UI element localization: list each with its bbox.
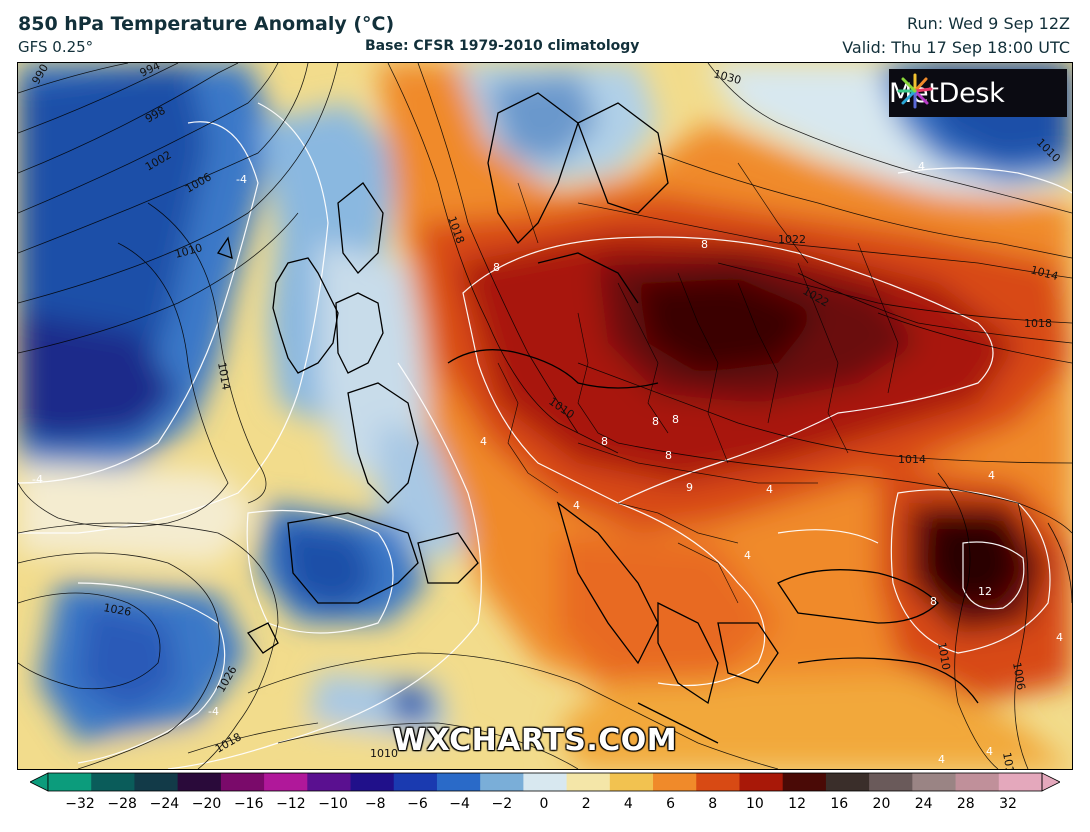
- model-label: GFS 0.25°: [18, 38, 94, 56]
- colorbar-tick-label: 8: [708, 796, 718, 812]
- anomaly-label: 8: [493, 261, 500, 274]
- colorbar-tick-label: 24: [914, 796, 933, 812]
- colorbar-max-arrow: [1041, 772, 1060, 792]
- colorbar-tick-label: 4: [623, 796, 633, 812]
- isobar-label: 1010: [935, 641, 953, 671]
- anomaly-label: 4: [986, 745, 993, 758]
- anomaly-label: 8: [665, 449, 672, 462]
- anomaly-label: 4: [988, 469, 995, 482]
- isobar-label: 1018: [1024, 317, 1052, 330]
- colorbar-cell: [869, 773, 913, 791]
- colorbar-cell: [955, 773, 1000, 791]
- isobar-label: 1022: [778, 233, 806, 246]
- colorbar-cell: [739, 773, 784, 791]
- colorbar-cell: [609, 773, 654, 791]
- metdesk-logo-icon: [897, 73, 933, 109]
- anomaly-labels: -4 -4 8 8 8 8 8 8 9 4 4 4 4 4 4 8 12 -4 …: [32, 160, 1063, 766]
- colorbar-cell: [653, 773, 697, 791]
- colorbar-cell: [134, 773, 179, 791]
- isobar-label: 1010: [370, 747, 398, 760]
- climatology-base-label: Base: CFSR 1979-2010 climatology: [365, 38, 640, 54]
- map-title: 850 hPa Temperature Anomaly (°C): [18, 13, 395, 35]
- colorbar-tick-label: −2: [491, 796, 513, 812]
- isobar-label: 1006: [1010, 661, 1028, 691]
- colorbar-tick-label: 10: [745, 796, 764, 812]
- colorbar-cell: [220, 773, 265, 791]
- anomaly-label: 9: [686, 481, 693, 494]
- colorbar-tick-label: −16: [233, 796, 264, 812]
- run-time-label: Run: Wed 9 Sep 12Z: [907, 14, 1070, 33]
- colorbar-tick-label: −24: [149, 796, 180, 812]
- colorbar-tick-label: −8: [364, 796, 386, 812]
- wxcharts-watermark: WXCHARTS.COM: [393, 723, 678, 758]
- colorbar-tick-label: 0: [539, 796, 549, 812]
- anomaly-label: 12: [978, 585, 992, 598]
- colorbar-cell: [48, 773, 92, 791]
- colorbar-ticks: −32 −28 −24 −20 −16 −12 −10 −8 −6 −4 −2 0 2 4 6 8 10 12 16…: [0, 796, 1090, 820]
- anomaly-label: 4: [1056, 631, 1063, 644]
- colorbar-cell: [566, 773, 611, 791]
- anomaly-field: [18, 63, 1072, 769]
- anomaly-label: -4: [208, 705, 219, 718]
- colorbar-cell: [825, 773, 870, 791]
- anomaly-label: 8: [652, 415, 659, 428]
- anomaly-label: 4: [573, 499, 580, 512]
- colorbar-tick-label: 16: [830, 796, 849, 812]
- isobar-label: 1014: [215, 361, 233, 391]
- isobars: [18, 63, 1072, 769]
- colorbar-cell: [998, 773, 1043, 791]
- colorbar-cell: [480, 773, 524, 791]
- anomaly-label: 8: [672, 413, 679, 426]
- anomaly-label: 4: [744, 549, 751, 562]
- colorbar-tick-label: −4: [449, 796, 470, 812]
- isobar-label: 1026: [102, 601, 132, 619]
- colorbar-tick-label: 20: [872, 796, 891, 812]
- colorbar-cell: [91, 773, 136, 791]
- anomaly-label: 8: [701, 238, 708, 251]
- colorbar-tick-label: −20: [191, 796, 222, 812]
- colorbar-tick-label: 12: [788, 796, 806, 812]
- colorbar-cell: [523, 773, 568, 791]
- anomaly-label: 4: [480, 435, 487, 448]
- anomaly-label: 4: [938, 753, 945, 766]
- colorbar-tick-label: 6: [666, 796, 675, 812]
- anomaly-label: 4: [766, 483, 773, 496]
- colorbar-cell: [912, 773, 957, 791]
- valid-time-label: Valid: Thu 17 Sep 18:00 UTC: [842, 38, 1070, 57]
- colorbar-cell: [264, 773, 308, 791]
- colorbar-min-arrow: [30, 772, 49, 792]
- colorbar-cell: [696, 773, 741, 791]
- colorbar-cell: [307, 773, 352, 791]
- colorbar-tick-label: 32: [999, 796, 1017, 812]
- anomaly-label: -4: [236, 173, 247, 186]
- anomaly-label: 8: [930, 595, 937, 608]
- anomaly-label: -4: [32, 473, 43, 486]
- colorbar-tick-label: 2: [581, 796, 591, 812]
- colorbar: [30, 772, 1060, 792]
- colorbar-tick-label: −12: [276, 796, 306, 812]
- colorbar-tick-label: −32: [65, 796, 95, 812]
- anomaly-label: 8: [601, 435, 608, 448]
- country-borders: [497, 162, 899, 604]
- metdesk-logo: MetDesk: [889, 69, 1067, 117]
- colorbar-tick-label: 28: [956, 796, 975, 812]
- coastlines: [216, 92, 979, 744]
- isobar-label: 1014: [898, 453, 926, 466]
- colorbar-tick-label: −6: [407, 796, 428, 812]
- isobar-label: 1014: [1000, 751, 1018, 769]
- colorbar-cell: [393, 773, 438, 791]
- colorbar-tick-label: −28: [107, 796, 137, 812]
- colorbar-cell: [782, 773, 827, 791]
- anomaly-label: 4: [918, 160, 925, 173]
- colorbar-cell: [350, 773, 395, 791]
- colorbar-cell: [436, 773, 481, 791]
- colorbar-cells: [30, 772, 1060, 792]
- colorbar-tick-label: −10: [318, 796, 348, 812]
- map-canvas: 990 994 998 1002 1006 1010 1014 1018 102…: [18, 63, 1072, 769]
- anomaly-map[interactable]: 990 994 998 1002 1006 1010 1014 1018 102…: [17, 62, 1073, 770]
- colorbar-cell: [177, 773, 222, 791]
